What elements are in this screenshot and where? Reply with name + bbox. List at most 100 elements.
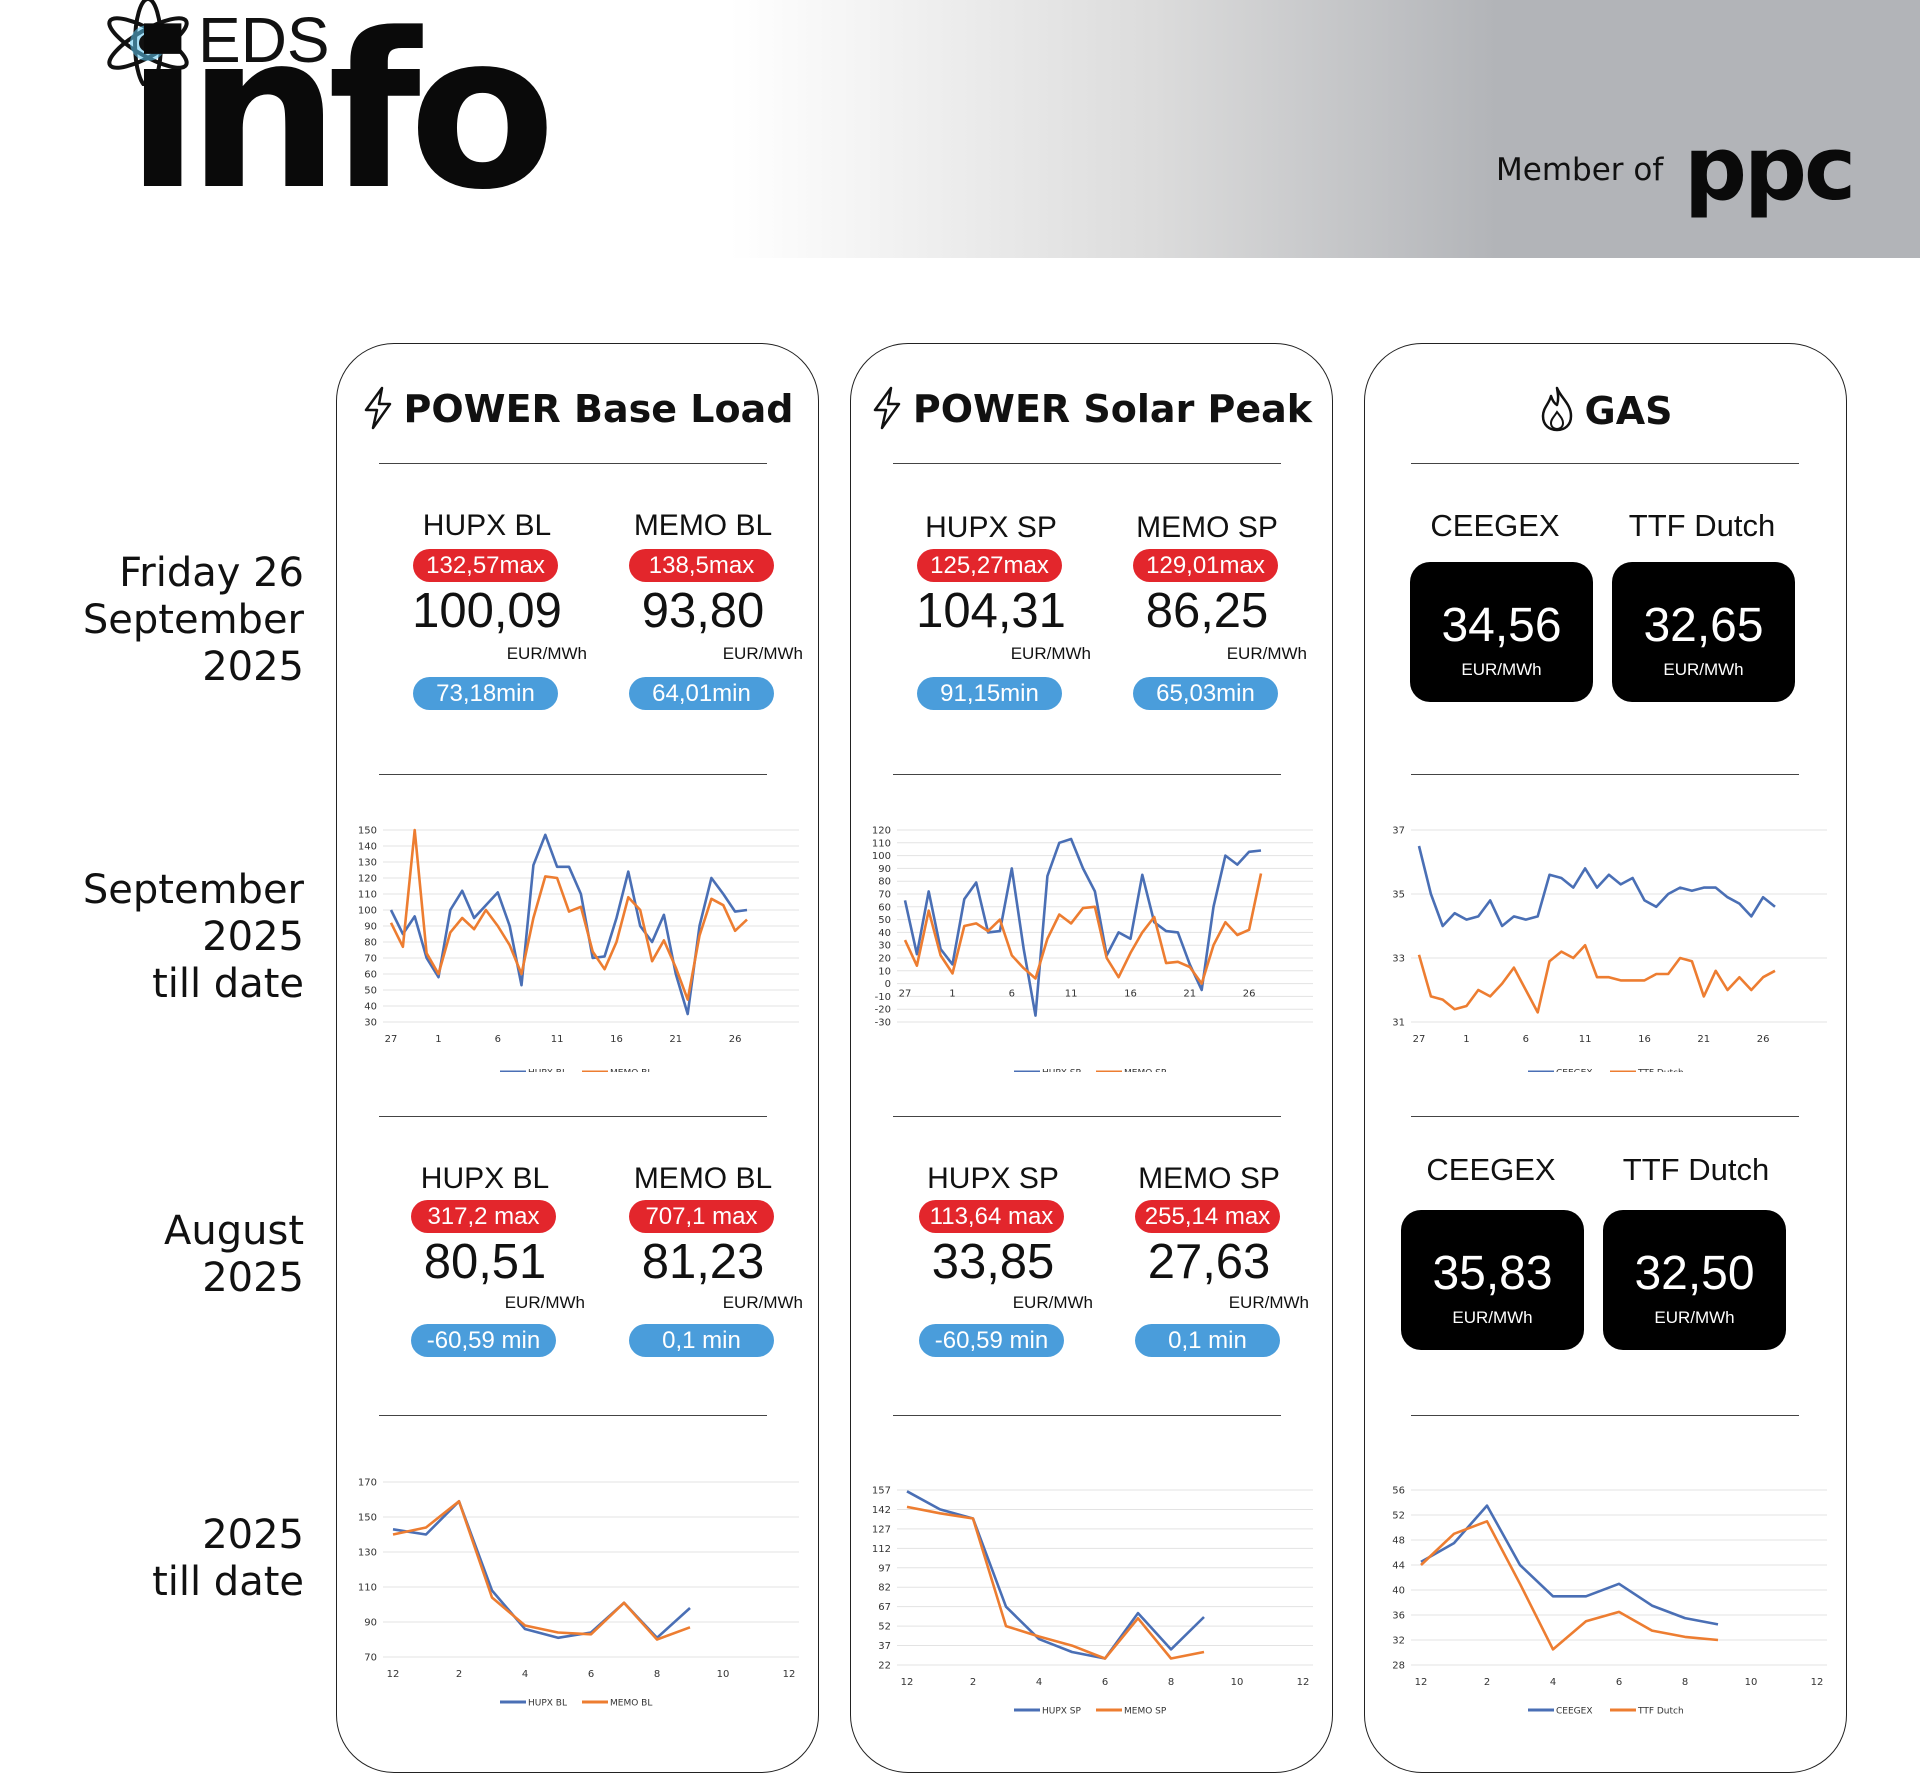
series-line-ceegex xyxy=(1420,1504,1719,1626)
y-tick-label: 36 xyxy=(1392,1611,1405,1622)
row-label-day: Friday 26 September 2025 xyxy=(82,550,304,690)
y-tick-label: 97 xyxy=(878,1563,891,1574)
x-tick-label: 2 xyxy=(456,1669,462,1680)
y-tick-label: 130 xyxy=(358,858,377,869)
y-tick-label: 80 xyxy=(364,938,377,949)
x-tick-label: 10 xyxy=(717,1669,730,1680)
ttf-label: TTF Dutch xyxy=(1622,1152,1770,1187)
series-line-memo-bl xyxy=(389,828,748,1001)
x-tick-label: 12 xyxy=(901,1677,914,1688)
y-tick-label: 90 xyxy=(364,922,377,933)
y-tick-label: 31 xyxy=(1392,1018,1405,1029)
chart-solar-month: -30 -20 -10 0 10 20 30 40 50 60 70 80 90 100 110 120 27 1… xyxy=(859,822,1325,1079)
x-tick-label: 21 xyxy=(1183,989,1196,1000)
y-tick-label: 10 xyxy=(878,966,891,977)
min-badge: 73,18min xyxy=(413,677,558,710)
legend-label: HUPX SP xyxy=(1042,1707,1082,1717)
x-tick-label: 6 xyxy=(1523,1034,1529,1045)
line-chart: 70 90 110 130 150 170 12 2 4 6 8 10 12 HUPX BL MEMO BL xyxy=(358,1478,799,1709)
x-tick-label: 6 xyxy=(1009,989,1015,1000)
x-tick-label: 12 xyxy=(387,1669,400,1680)
x-tick-label: 11 xyxy=(551,1034,564,1045)
y-tick-label: 142 xyxy=(872,1505,891,1516)
chart-solar-year: 22 37 52 67 82 97 112 127 142 157 12 2 4 6 8 10 12 HUPX S… xyxy=(859,1482,1325,1736)
member-of-label: Member of xyxy=(1496,152,1664,188)
x-tick-label: 10 xyxy=(1745,1677,1758,1688)
y-tick-label: 110 xyxy=(872,838,891,849)
legend-label: HUPX BL xyxy=(528,1069,567,1073)
series-line-memo-sp xyxy=(906,1505,1205,1660)
legend-label: MEMO BL xyxy=(610,1069,652,1073)
y-tick-label: 0 xyxy=(885,979,891,990)
series-line-hupx-sp xyxy=(903,837,1262,1017)
series-line-ceegex xyxy=(1417,845,1776,928)
x-tick-label: 16 xyxy=(610,1034,623,1045)
x-tick-label: 4 xyxy=(522,1669,528,1680)
y-tick-label: 90 xyxy=(878,864,891,875)
flame-icon xyxy=(1541,386,1572,432)
y-tick-label: 170 xyxy=(358,1478,377,1489)
x-tick-label: 26 xyxy=(1243,989,1256,1000)
metric-value: 33,85 xyxy=(931,1235,1055,1289)
y-tick-label: 50 xyxy=(878,915,891,926)
max-badge: 317,2 max xyxy=(411,1200,556,1233)
max-badge: 125,27max xyxy=(917,549,1062,582)
series-line-hupx-bl xyxy=(392,1499,691,1640)
y-tick-label: 40 xyxy=(364,1002,377,1013)
legend-label: TTF Dutch xyxy=(1637,1707,1684,1717)
chart-base-year: 70 90 110 130 150 170 12 2 4 6 8 10 12 HUPX BL MEMO BL xyxy=(345,1474,811,1728)
y-tick-label: 82 xyxy=(878,1583,891,1594)
max-badge: 132,57max xyxy=(413,549,558,582)
y-tick-label: 28 xyxy=(1392,1661,1405,1672)
x-tick-label: 16 xyxy=(1124,989,1137,1000)
y-tick-label: 30 xyxy=(364,1018,377,1029)
y-tick-label: 100 xyxy=(358,906,377,917)
y-tick-label: 120 xyxy=(358,874,377,885)
metric-value: 35,83 xyxy=(1432,1247,1553,1300)
panel-title: GAS xyxy=(1365,386,1846,433)
x-tick-label: 4 xyxy=(1036,1677,1042,1688)
y-tick-label: 40 xyxy=(1392,1586,1405,1597)
metric-value: 34,56 xyxy=(1441,599,1562,652)
x-tick-label: 21 xyxy=(1697,1034,1710,1045)
x-tick-label: 27 xyxy=(385,1034,398,1045)
y-tick-label: 70 xyxy=(364,1653,377,1664)
ttf-label: TTF Dutch xyxy=(1628,508,1776,543)
legend-label: MEMO SP xyxy=(1124,1069,1167,1073)
legend-label: MEMO SP xyxy=(1124,1707,1167,1717)
chart-gas-year: 28 32 36 40 44 48 52 56 12 2 4 6 8 10 12 CEEGEX TTF Dutc… xyxy=(1373,1482,1839,1736)
y-tick-label: 130 xyxy=(358,1548,377,1559)
ttf-month-box: 32,50 EUR/MWh xyxy=(1603,1210,1786,1350)
y-tick-label: 22 xyxy=(878,1661,891,1672)
x-tick-label: 8 xyxy=(654,1669,660,1680)
metric-value: 27,63 xyxy=(1147,1235,1271,1289)
x-tick-label: 8 xyxy=(1168,1677,1174,1688)
y-tick-label: 32 xyxy=(1392,1636,1405,1647)
min-badge: 0,1 min xyxy=(1135,1324,1280,1357)
header-banner: EDS info Member of ppc xyxy=(0,0,1920,258)
y-tick-label: 150 xyxy=(358,1513,377,1524)
legend-label: TTF Dutch xyxy=(1637,1069,1684,1073)
legend-label: HUPX BL xyxy=(528,1699,567,1709)
x-tick-label: 26 xyxy=(729,1034,742,1045)
y-tick-label: 70 xyxy=(878,890,891,901)
max-badge: 129,01max xyxy=(1133,549,1278,582)
min-badge: -60,59 min xyxy=(411,1324,556,1357)
metric-value: 93,80 xyxy=(641,584,765,638)
lightning-icon xyxy=(873,386,901,430)
y-tick-label: 52 xyxy=(878,1622,891,1633)
y-tick-label: 110 xyxy=(358,890,377,901)
row-label-month: September 2025 till date xyxy=(82,867,304,1007)
x-tick-label: 10 xyxy=(1231,1677,1244,1688)
panel-title: POWER Base Load xyxy=(337,386,818,431)
min-badge: -60,59 min xyxy=(919,1324,1064,1357)
series-line-ttf-dutch xyxy=(1417,943,1776,1014)
line-chart: 28 32 36 40 44 48 52 56 12 2 4 6 8 10 12 CEEGEX TTF Dutc… xyxy=(1392,1486,1827,1717)
series-line-hupx-bl xyxy=(389,833,748,1016)
y-tick-label: 44 xyxy=(1392,1561,1405,1572)
x-tick-label: 2 xyxy=(970,1677,976,1688)
y-tick-label: 157 xyxy=(872,1486,891,1497)
x-tick-label: 1 xyxy=(435,1034,441,1045)
